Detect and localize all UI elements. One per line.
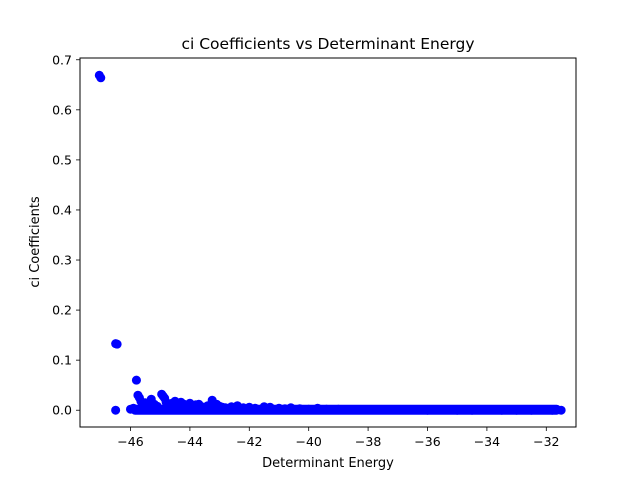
data-point <box>333 404 343 414</box>
data-point <box>128 403 138 413</box>
plot-frame <box>79 57 577 428</box>
x-axis-label: Determinant Energy <box>262 456 394 471</box>
data-point <box>304 404 314 414</box>
data-point <box>526 405 536 415</box>
data-point <box>363 405 373 415</box>
data-point <box>265 402 275 412</box>
data-point <box>547 405 557 415</box>
data-point <box>131 375 141 385</box>
data-point <box>250 403 260 413</box>
x-tick-label: −36 <box>414 434 440 449</box>
data-point <box>313 403 323 413</box>
y-tick-label: 0.7 <box>52 52 72 67</box>
y-tick-label: 0.1 <box>52 353 72 368</box>
data-point <box>96 73 106 83</box>
data-point <box>512 405 522 415</box>
x-tick-label: −42 <box>236 434 262 449</box>
data-point <box>295 404 305 414</box>
x-tick-label: −46 <box>117 434 143 449</box>
data-point <box>556 405 566 415</box>
plot-area <box>94 70 566 415</box>
data-point <box>111 405 121 415</box>
y-tick-label: 0.3 <box>52 253 72 268</box>
y-axis-label: ci Coefficients <box>28 196 43 288</box>
data-point <box>497 405 507 415</box>
data-point <box>408 405 418 415</box>
data-point <box>467 405 477 415</box>
data-point <box>286 403 296 413</box>
x-tick-label: −34 <box>474 434 500 449</box>
chart-title: ci Coefficients vs Determinant Energy <box>181 35 474 53</box>
x-tick-label: −32 <box>533 434 559 449</box>
x-tick-label: −38 <box>355 434 381 449</box>
x-tick-label: −40 <box>295 434 321 449</box>
y-tick-label: 0.2 <box>52 303 72 318</box>
data-point <box>452 405 462 415</box>
data-point <box>112 339 122 349</box>
data-point <box>378 405 388 415</box>
data-point <box>322 404 332 414</box>
y-tick-label: 0.0 <box>52 403 72 418</box>
axis-ticks: −46 −44 −42 −40 −38 −36 −34 −32 0.0 0.1 0.2 0.3 0.4 0… <box>52 52 559 449</box>
data-point <box>348 405 358 415</box>
y-tick-label: 0.6 <box>52 102 72 117</box>
data-point <box>437 405 447 415</box>
x-tick-label: −44 <box>177 434 203 449</box>
y-tick-label: 0.5 <box>52 152 72 167</box>
data-point <box>422 405 432 415</box>
data-point <box>482 405 492 415</box>
data-point <box>393 405 403 415</box>
data-point <box>152 401 162 411</box>
y-tick-label: 0.4 <box>52 202 72 217</box>
